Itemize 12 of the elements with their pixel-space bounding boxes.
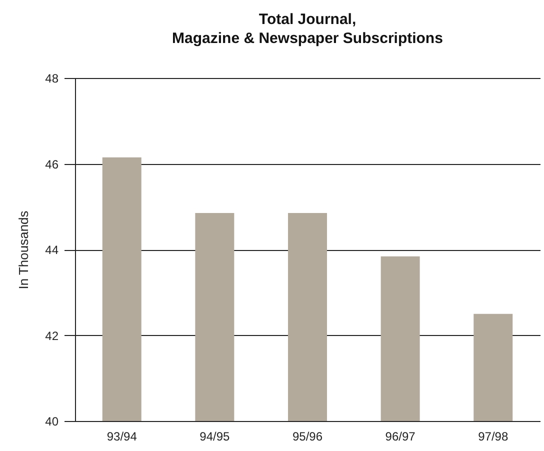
x-tick-label: 94/95 [200,430,230,444]
x-tick-label: 95/96 [292,430,323,444]
y-tick-label: 48 [45,72,59,86]
y-tick-label: 40 [45,414,59,428]
x-tick-label: 96/97 [385,430,416,444]
chart-title: Total Journal, Magazine & Newspaper Subscriptions [172,11,443,47]
y-tick-label: 46 [45,157,59,172]
x-tick-label: 97/98 [478,430,508,444]
x-tick-label: 93/94 [106,430,138,444]
y-tick-label: 44 [45,243,59,257]
y-axis-title: In Thousands [16,210,32,290]
y-tick-label: 42 [45,328,59,343]
